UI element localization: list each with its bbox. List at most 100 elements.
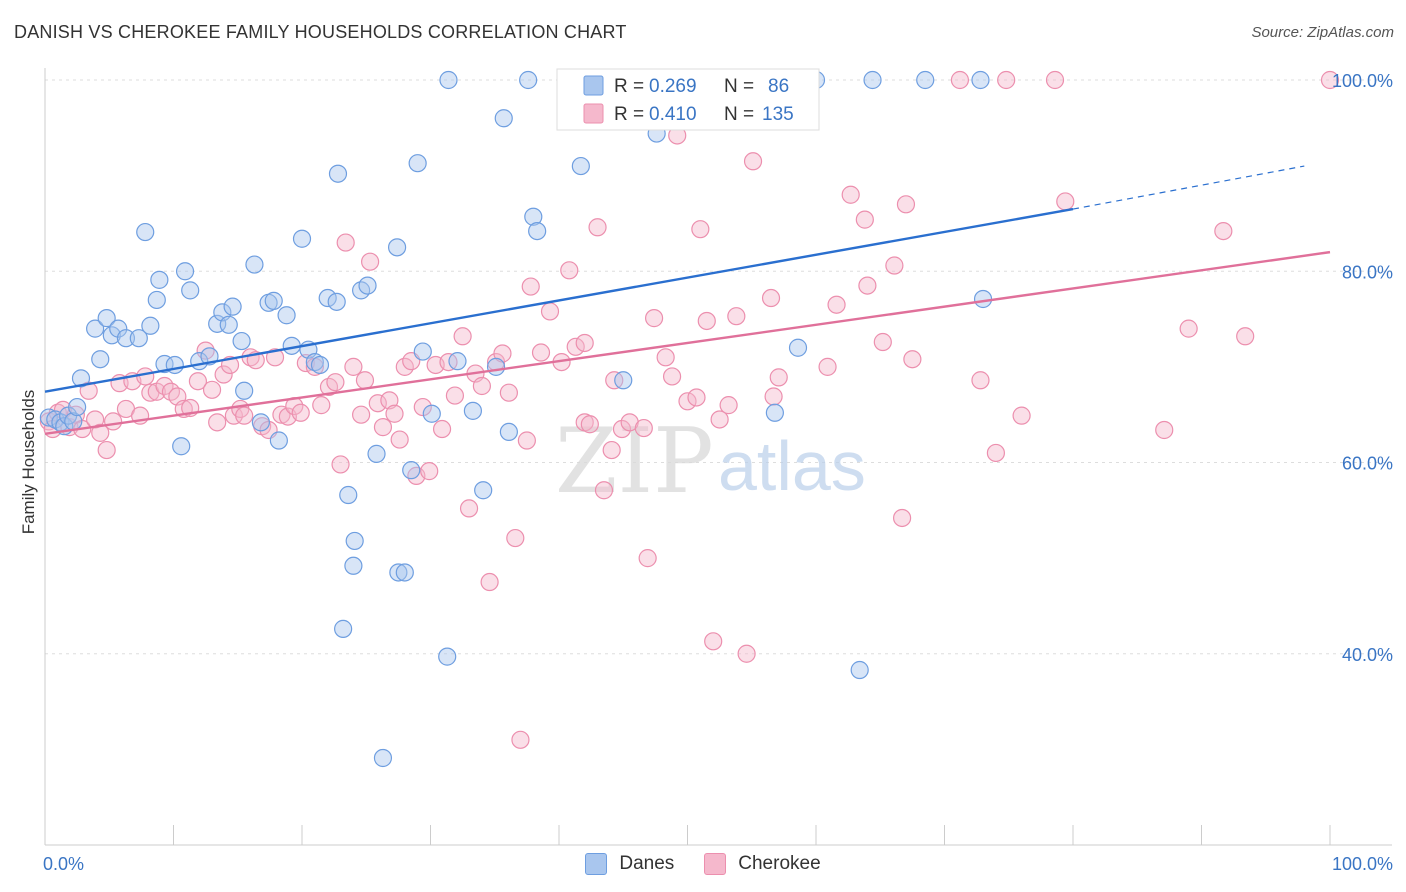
- legend-item-danes[interactable]: Danes: [585, 853, 674, 875]
- legend-label-cherokee: Cherokee: [738, 853, 821, 874]
- cherokee-point-83: [566, 337, 585, 356]
- cherokee-point-53: [368, 394, 387, 413]
- legend-n-label-cherokee: N =: [724, 104, 754, 125]
- cherokee-point-121: [997, 70, 1016, 90]
- cherokee-point-130: [986, 443, 1006, 463]
- cherokee-point-38: [272, 405, 291, 424]
- cherokee-point-124: [1056, 192, 1075, 211]
- cherokee-point-125: [1155, 420, 1174, 440]
- cherokee-point-75: [506, 528, 525, 548]
- danes-point-29: [223, 297, 242, 316]
- correlation-legend: R = 0.269 N = 86 R = 0.410 N = 135: [556, 68, 820, 131]
- danes-point-16: [141, 316, 160, 335]
- source-label: Source: ZipAtlas.com: [1251, 24, 1394, 41]
- cherokee-point-107: [769, 368, 788, 387]
- cherokee-point-26: [202, 380, 222, 399]
- legend-n-label-danes: N =: [724, 76, 754, 97]
- danes-point-8: [86, 319, 105, 338]
- danes-point-42: [310, 355, 330, 375]
- danes-point-83: [973, 289, 993, 309]
- danes-point-37: [277, 306, 296, 325]
- cherokee-point-64: [432, 419, 452, 439]
- danes-point-67: [499, 422, 518, 441]
- trend-lines: [44, 165, 1331, 436]
- cherokee-point-47: [331, 455, 350, 474]
- y-tick-label-100: 100.0%: [1332, 71, 1393, 91]
- danes-point-82: [916, 70, 935, 90]
- cherokee-point-102: [710, 410, 729, 429]
- cherokee-point-27: [208, 413, 227, 432]
- cherokee-point-119: [950, 70, 970, 90]
- danes-point-70: [528, 221, 547, 241]
- cherokee-point-112: [855, 210, 874, 229]
- cherokee-point-85: [580, 415, 599, 434]
- danes-point-78: [788, 338, 808, 357]
- danes-point-55: [395, 563, 414, 582]
- danes-point-64: [474, 481, 493, 500]
- danes-point-23: [181, 281, 200, 300]
- legend-r-value-cherokee: 0.410: [649, 104, 697, 125]
- cherokee-point-82: [560, 261, 579, 280]
- cherokee-point-70: [472, 376, 491, 396]
- danes-point-18: [147, 290, 166, 310]
- danes-point-51: [358, 276, 377, 295]
- cherokee-point-123: [1045, 70, 1065, 90]
- cherokee-point-113: [858, 276, 877, 295]
- danes-point-9: [91, 350, 110, 369]
- cherokee-point-115: [885, 256, 904, 275]
- cherokee-point-16: [136, 367, 155, 386]
- cherokee-point-100: [697, 311, 716, 331]
- cherokee-point-133: [575, 333, 594, 353]
- danes-point-11: [102, 326, 121, 345]
- danes-point-57: [408, 154, 427, 173]
- legend-r-value-danes: 0.269: [649, 76, 697, 97]
- legend-item-cherokee[interactable]: Cherokee: [704, 853, 821, 875]
- danes-point-22: [175, 262, 195, 281]
- cherokee-point-52: [361, 252, 380, 271]
- legend-label-danes: Danes: [619, 853, 675, 874]
- legend-r-label-danes: R =: [614, 76, 644, 97]
- cherokee-point-99: [691, 220, 710, 239]
- danes-point-62: [448, 352, 467, 371]
- danes-point-66: [494, 109, 513, 128]
- danes-trend-extension: [1072, 165, 1305, 210]
- cherokee-point-74: [499, 383, 518, 402]
- cherokee-point-97: [678, 392, 697, 411]
- cherokee-point-93: [644, 309, 664, 328]
- cherokee-point-77: [517, 431, 536, 450]
- legend-swatch-danes: [583, 75, 604, 96]
- cherokee-point-51: [355, 371, 375, 390]
- danes-points: [39, 70, 993, 768]
- cherokee-point-61: [413, 397, 432, 417]
- cherokee-point-131: [761, 288, 781, 308]
- cherokee-point-86: [588, 218, 607, 237]
- legend-swatch-cherokee: [704, 853, 727, 875]
- danes-trend-line: [44, 207, 1074, 393]
- legend-n-value-cherokee: 135: [762, 104, 794, 125]
- x-tick-label-1: 100.0%: [1332, 854, 1393, 874]
- cherokee-point-126: [1179, 319, 1198, 338]
- cherokee-point-71: [480, 572, 499, 592]
- cherokee-point-44: [312, 396, 331, 415]
- cherokee-point-80: [540, 302, 560, 321]
- danes-point-15: [136, 222, 155, 242]
- danes-point-36: [269, 431, 288, 450]
- chart-title: DANISH VS CHEROKEE FAMILY HOUSEHOLDS COR…: [14, 22, 627, 42]
- danes-point-39: [292, 229, 312, 248]
- cherokee-point-114: [873, 332, 892, 352]
- cherokee-point-28: [214, 365, 233, 384]
- cherokee-point-37: [265, 348, 285, 367]
- cherokee-point-116: [892, 508, 912, 528]
- cherokee-point-49: [344, 357, 363, 376]
- cherokee-point-91: [634, 418, 653, 438]
- danes-point-33: [251, 413, 270, 432]
- cherokee-points: [39, 70, 1340, 749]
- cherokee-point-79: [531, 343, 551, 362]
- cherokee-point-68: [459, 499, 479, 518]
- danes-point-14: [129, 329, 148, 348]
- cherokee-point-24: [188, 372, 208, 391]
- cherokee-point-8: [86, 410, 105, 429]
- cherokee-point-129: [1320, 70, 1340, 90]
- cherokee-point-134: [602, 440, 621, 460]
- danes-point-48: [345, 531, 364, 551]
